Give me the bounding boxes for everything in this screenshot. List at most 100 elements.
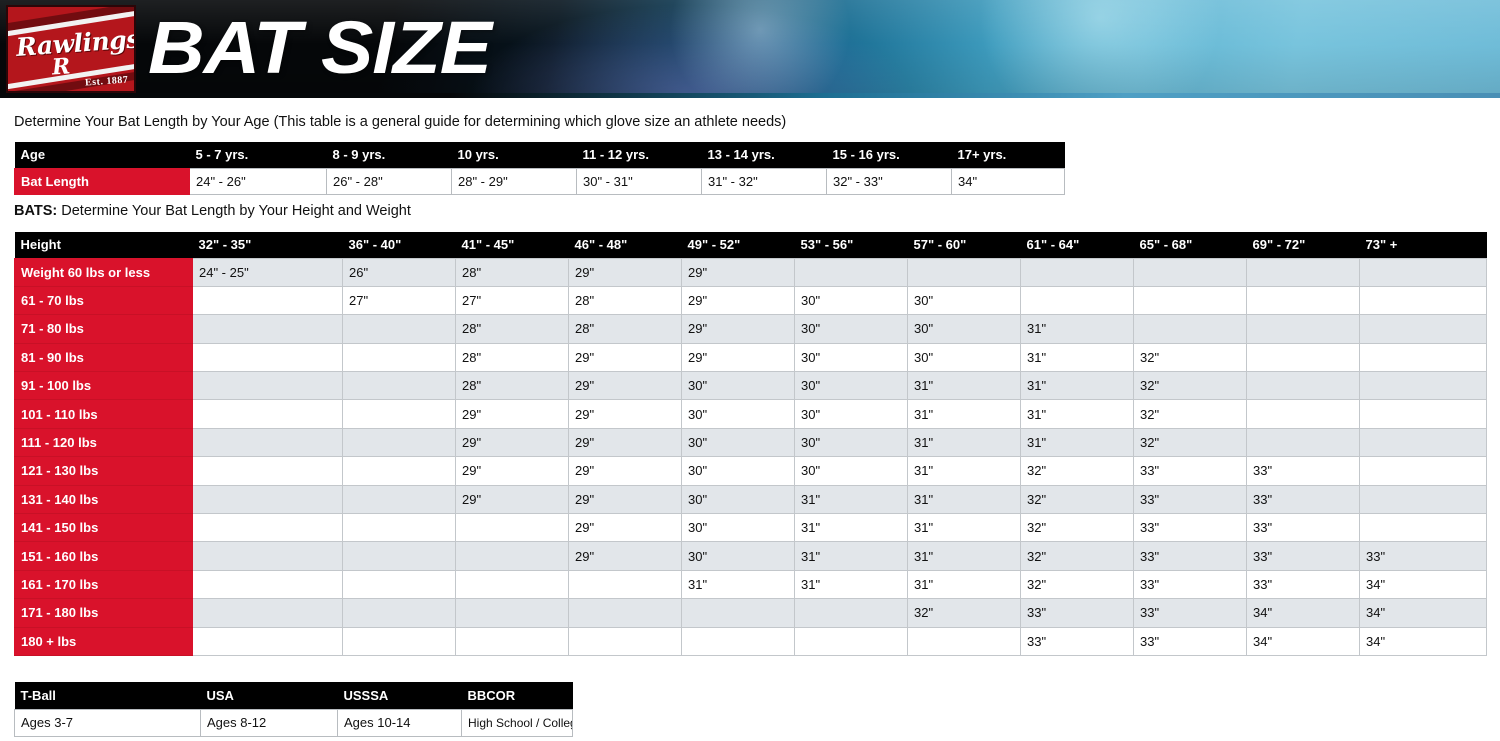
hw-cell: 32" [1133, 342, 1247, 373]
hw-cell [1359, 285, 1487, 316]
hw-header-col-1: 32" - 35" [192, 232, 343, 258]
age-header-8-9: 8 - 9 yrs. [326, 142, 452, 168]
hw-cell [342, 399, 456, 429]
hw-cell: 29" [681, 314, 795, 344]
hw-table-body: Weight 60 lbs or less 24" - 25" 26" 28" 29" 2… [14, 257, 1487, 656]
hw-cell: 28" [568, 314, 682, 344]
hw-cell [342, 513, 456, 543]
table-row: 151 - 160 lbs 29" 30" 31" 31" 32" 33" 33" 33" [14, 541, 1487, 571]
hw-cell [192, 569, 343, 600]
table-row: 81 - 90 lbs 28" 29" 29" 30" 30" 31" 32" [14, 342, 1487, 373]
hw-cell [342, 484, 456, 515]
type-header-tball: T-Ball [14, 682, 201, 709]
banner-sheen-overlay [0, 0, 1500, 98]
age-row-label: Bat Length [14, 167, 190, 195]
type-value-bbcor: High School / College [461, 708, 573, 737]
age-value-17plus: 34" [951, 167, 1065, 195]
hw-cell [1359, 342, 1487, 373]
hw-cell [455, 598, 569, 628]
type-value-usssa: Ages 10-14 [337, 708, 462, 737]
hw-cell [1246, 342, 1360, 373]
hw-cell: 31" [1020, 427, 1134, 458]
hw-cell [1133, 285, 1247, 316]
hw-cell: 33" [1246, 484, 1360, 515]
hw-cell [1246, 371, 1360, 401]
bat-length-by-height-weight-table: Height 32" - 35" 36" - 40" 41" - 45" 46" - 4… [14, 232, 1487, 656]
age-header-13-14: 13 - 14 yrs. [701, 142, 827, 168]
hw-cell: 30" [794, 371, 908, 401]
hw-row-label: 101 - 110 lbs [14, 399, 193, 429]
table-row: Bat Length 24" - 26" 26" - 28" 28" - 29"… [14, 167, 1065, 195]
hw-cell: 30" [794, 285, 908, 316]
hw-cell [794, 598, 908, 628]
hw-cell: 30" [794, 427, 908, 458]
hw-cell [1359, 484, 1487, 515]
hw-header-col-7: 57" - 60" [907, 232, 1021, 258]
hw-cell [192, 371, 343, 401]
hw-cell [794, 626, 908, 656]
type-header-usssa: USSSA [337, 682, 462, 709]
hw-cell [568, 626, 682, 656]
hw-cell: 33" [1133, 541, 1247, 571]
hw-cell [342, 541, 456, 571]
hw-header-col-2: 36" - 40" [342, 232, 456, 258]
hw-cell: 26" [342, 257, 456, 287]
table-row: Weight 60 lbs or less 24" - 25" 26" 28" 29" 2… [14, 257, 1487, 287]
hw-cell [192, 342, 343, 373]
hw-cell [1359, 371, 1487, 401]
hw-cell: 29" [455, 427, 569, 458]
age-header-5-7: 5 - 7 yrs. [189, 142, 327, 168]
hw-cell [455, 541, 569, 571]
hw-row-label: 81 - 90 lbs [14, 342, 193, 373]
hw-cell [342, 456, 456, 486]
hw-row-label: 71 - 80 lbs [14, 314, 193, 344]
hw-header-col-11: 73" + [1359, 232, 1487, 258]
table-row: 61 - 70 lbs 27" 27" 28" 29" 30" 30" [14, 285, 1487, 316]
hw-cell [907, 626, 1021, 656]
hw-cell: 32" [1020, 484, 1134, 515]
hw-cell [681, 598, 795, 628]
hw-caption-bold: BATS: [14, 203, 58, 219]
hw-cell [342, 626, 456, 656]
hw-cell [1133, 257, 1247, 287]
hw-row-label: 121 - 130 lbs [14, 456, 193, 486]
table-row: 131 - 140 lbs 29" 29" 30" 31" 31" 32" 33" 33" [14, 484, 1487, 515]
hw-cell [568, 598, 682, 628]
page-banner: Rawlings R Est. 1887 BAT SIZE [0, 0, 1500, 98]
hw-row-label: 141 - 150 lbs [14, 513, 193, 543]
hw-cell: 33" [1246, 456, 1360, 486]
hw-cell: 33" [1133, 513, 1247, 543]
hw-cell [1246, 399, 1360, 429]
hw-cell: 31" [1020, 314, 1134, 344]
table-row: Ages 3-7 Ages 8-12 Ages 10-14 High Schoo… [14, 708, 573, 737]
hw-cell: 32" [1020, 456, 1134, 486]
hw-cell: 33" [1020, 598, 1134, 628]
hw-cell: 31" [1020, 371, 1134, 401]
age-header-10: 10 yrs. [451, 142, 577, 168]
hw-cell: 33" [1133, 484, 1247, 515]
table-row: 101 - 110 lbs 29" 29" 30" 30" 31" 31" 32" [14, 399, 1487, 429]
logo-monogram-icon: R [51, 53, 70, 81]
age-value-5-7: 24" - 26" [189, 167, 327, 195]
hw-caption-rest: Determine Your Bat Length by Your Height… [57, 203, 411, 219]
hw-cell: 28" [568, 285, 682, 316]
hw-header-col-3: 41" - 45" [455, 232, 569, 258]
hw-cell: 31" [794, 484, 908, 515]
hw-cell: 31" [907, 456, 1021, 486]
bat-certification-table: T-Ball USA USSSA BBCOR Ages 3-7 Ages 8-1… [14, 682, 573, 737]
hw-cell: 30" [681, 399, 795, 429]
hw-cell [1359, 456, 1487, 486]
table-row: 141 - 150 lbs 29" 30" 31" 31" 32" 33" 33" [14, 513, 1487, 543]
hw-cell [192, 285, 343, 316]
hw-cell: 29" [568, 342, 682, 373]
hw-cell [192, 513, 343, 543]
hw-cell [1246, 285, 1360, 316]
hw-cell [455, 569, 569, 600]
age-header-11-12: 11 - 12 yrs. [576, 142, 702, 168]
hw-cell: 33" [1133, 598, 1247, 628]
hw-cell: 24" - 25" [192, 257, 343, 287]
hw-cell: 31" [794, 513, 908, 543]
table-row: 91 - 100 lbs 28" 29" 30" 30" 31" 31" 32" [14, 371, 1487, 401]
bat-length-by-age-table: Age 5 - 7 yrs. 8 - 9 yrs. 10 yrs. 11 - 1… [14, 142, 1065, 195]
hw-cell [1359, 427, 1487, 458]
